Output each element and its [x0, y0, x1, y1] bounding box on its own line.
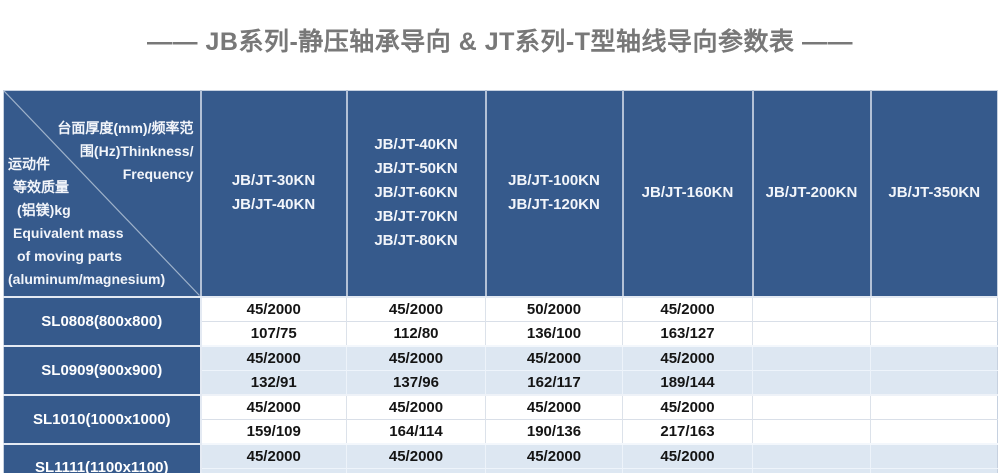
table-cell: [870, 344, 998, 370]
row-header-sl0909: SL0909(900x900): [3, 344, 202, 395]
column-header-line: JB/JT-100KN: [508, 172, 600, 190]
corner-label-line: 围(Hz)Thinkness/: [79, 143, 194, 159]
table-cell: 159/109: [200, 418, 347, 444]
table-cell: [752, 393, 871, 419]
table-cell: 137/96: [346, 369, 486, 395]
table-cell: 45/2000: [485, 393, 623, 419]
table-cell: [870, 295, 998, 321]
table-cell: 45/2000: [622, 442, 753, 468]
table-cell: [752, 320, 871, 346]
table-cell: 164/114: [346, 418, 486, 444]
table-cell: 45/2000: [622, 393, 753, 419]
table-cell: [200, 467, 347, 473]
table-cell: [752, 418, 871, 444]
table-cell: 45/2000: [346, 295, 486, 321]
table-cell: 45/2000: [622, 344, 753, 370]
corner-label-line: (aluminum/magnesium): [8, 270, 166, 287]
table-cell: [870, 320, 998, 346]
diagonal-divider-line: [4, 91, 200, 296]
table-cell: [870, 369, 998, 395]
column-header-line: JB/JT-70KN: [374, 208, 458, 226]
table-cell: 112/80: [346, 320, 486, 346]
column-header-350kn: JB/JT-350KN: [870, 90, 998, 298]
table-cell: [752, 442, 871, 468]
table-row: 132/91 137/96 162/117 189/144: [4, 369, 998, 395]
table-cell: [752, 295, 871, 321]
table-cell: 45/2000: [346, 442, 486, 468]
corner-label-line: of moving parts: [17, 247, 123, 264]
row-header-sl1010: SL1010(1000x1000): [3, 393, 202, 444]
table-row: 159/109 164/114 190/136 217/163: [4, 418, 998, 444]
table-row: SL1010(1000x1000) 45/2000 45/2000 45/200…: [3, 393, 998, 444]
table-cell: 45/2000: [622, 295, 753, 321]
table-cell: 45/2000: [200, 393, 347, 419]
table-cell: 132/91: [200, 369, 347, 395]
table-header-row: 台面厚度(mm)/频率范 围(Hz)Thinkness/ Frequency 运…: [3, 90, 998, 298]
table-cell: 45/2000: [200, 344, 347, 370]
table-cell: 50/2000: [485, 295, 623, 321]
table-row: SL0909(900x900) 45/2000 45/2000 45/2000 …: [3, 344, 998, 395]
corner-bottom-left-label: 运动件 等效质量 (铝镁)kg Equivalent mass of movin…: [8, 153, 165, 291]
corner-label-line: (铝镁)kg: [17, 201, 71, 218]
table-cell: [870, 442, 998, 468]
table-row: SL0808(800x800) 45/2000 45/2000 50/2000 …: [3, 295, 998, 346]
corner-label-line: Equivalent mass: [13, 224, 124, 241]
table-cell: [870, 418, 998, 444]
table-cell: [752, 467, 871, 473]
table-cell: 107/75: [200, 320, 347, 346]
table-cell: 45/2000: [485, 344, 623, 370]
corner-label-line: 等效质量: [13, 178, 69, 195]
column-header-line: JB/JT-350KN: [888, 184, 981, 202]
column-header-40-80kn: JB/JT-40KN JB/JT-50KN JB/JT-60KN JB/JT-7…: [346, 90, 487, 298]
table-cell: [485, 467, 623, 473]
corner-label-line: 运动件: [8, 155, 50, 172]
column-header-line: JB/JT-30KN: [231, 172, 316, 190]
table-cell: [870, 467, 998, 473]
column-header-line: JB/JT-200KN: [765, 184, 858, 202]
column-header-30-40kn: JB/JT-30KN JB/JT-40KN: [200, 90, 348, 298]
table-cell: [622, 467, 753, 473]
corner-label-line: Frequency: [122, 166, 194, 182]
column-header-100-120kn: JB/JT-100KN JB/JT-120KN: [485, 90, 624, 298]
column-header-line: JB/JT-60KN: [374, 184, 458, 202]
page-title: —— JB系列-静压轴承导向 & JT系列-T型轴线导向参数表 ——: [147, 28, 853, 56]
table-cell: 163/127: [622, 320, 753, 346]
table-cell: 45/2000: [200, 295, 347, 321]
table-cell: 136/100: [485, 320, 623, 346]
table-row: [4, 467, 998, 473]
table-cell: [752, 344, 871, 370]
parameters-table: 台面厚度(mm)/频率范 围(Hz)Thinkness/ Frequency 运…: [3, 90, 998, 473]
column-header-160kn: JB/JT-160KN: [622, 90, 754, 298]
table-cell: [870, 393, 998, 419]
column-header-line: JB/JT-40KN: [231, 196, 316, 214]
table-cell: 45/2000: [346, 344, 486, 370]
column-header-200kn: JB/JT-200KN: [752, 90, 872, 298]
column-header-line: JB/JT-80KN: [374, 232, 458, 250]
row-header-sl1111: SL1111(1100x1100): [3, 442, 202, 473]
column-header-line: JB/JT-50KN: [374, 160, 458, 178]
table-cell: 217/163: [622, 418, 753, 444]
table-row: 107/75 112/80 136/100 163/127: [4, 320, 998, 346]
table-cell: [752, 369, 871, 395]
table-cell: 45/2000: [485, 442, 623, 468]
row-header-sl0808: SL0808(800x800): [3, 295, 202, 346]
table-cell: 45/2000: [200, 442, 347, 468]
table-cell: 45/2000: [346, 393, 486, 419]
corner-header-cell: 台面厚度(mm)/频率范 围(Hz)Thinkness/ Frequency 运…: [3, 90, 202, 298]
table-cell: 190/136: [485, 418, 623, 444]
column-header-line: JB/JT-120KN: [508, 196, 600, 214]
table-cell: 189/144: [622, 369, 753, 395]
column-header-line: JB/JT-160KN: [641, 184, 734, 202]
column-header-line: JB/JT-40KN: [374, 136, 458, 154]
corner-top-right-label: 台面厚度(mm)/频率范 围(Hz)Thinkness/ Frequency: [57, 117, 193, 186]
corner-label-line: 台面厚度(mm)/频率范: [57, 120, 194, 136]
table-cell: 162/117: [485, 369, 623, 395]
table-cell: [346, 467, 486, 473]
table-row: SL1111(1100x1100) 45/2000 45/2000 45/200…: [3, 442, 998, 473]
